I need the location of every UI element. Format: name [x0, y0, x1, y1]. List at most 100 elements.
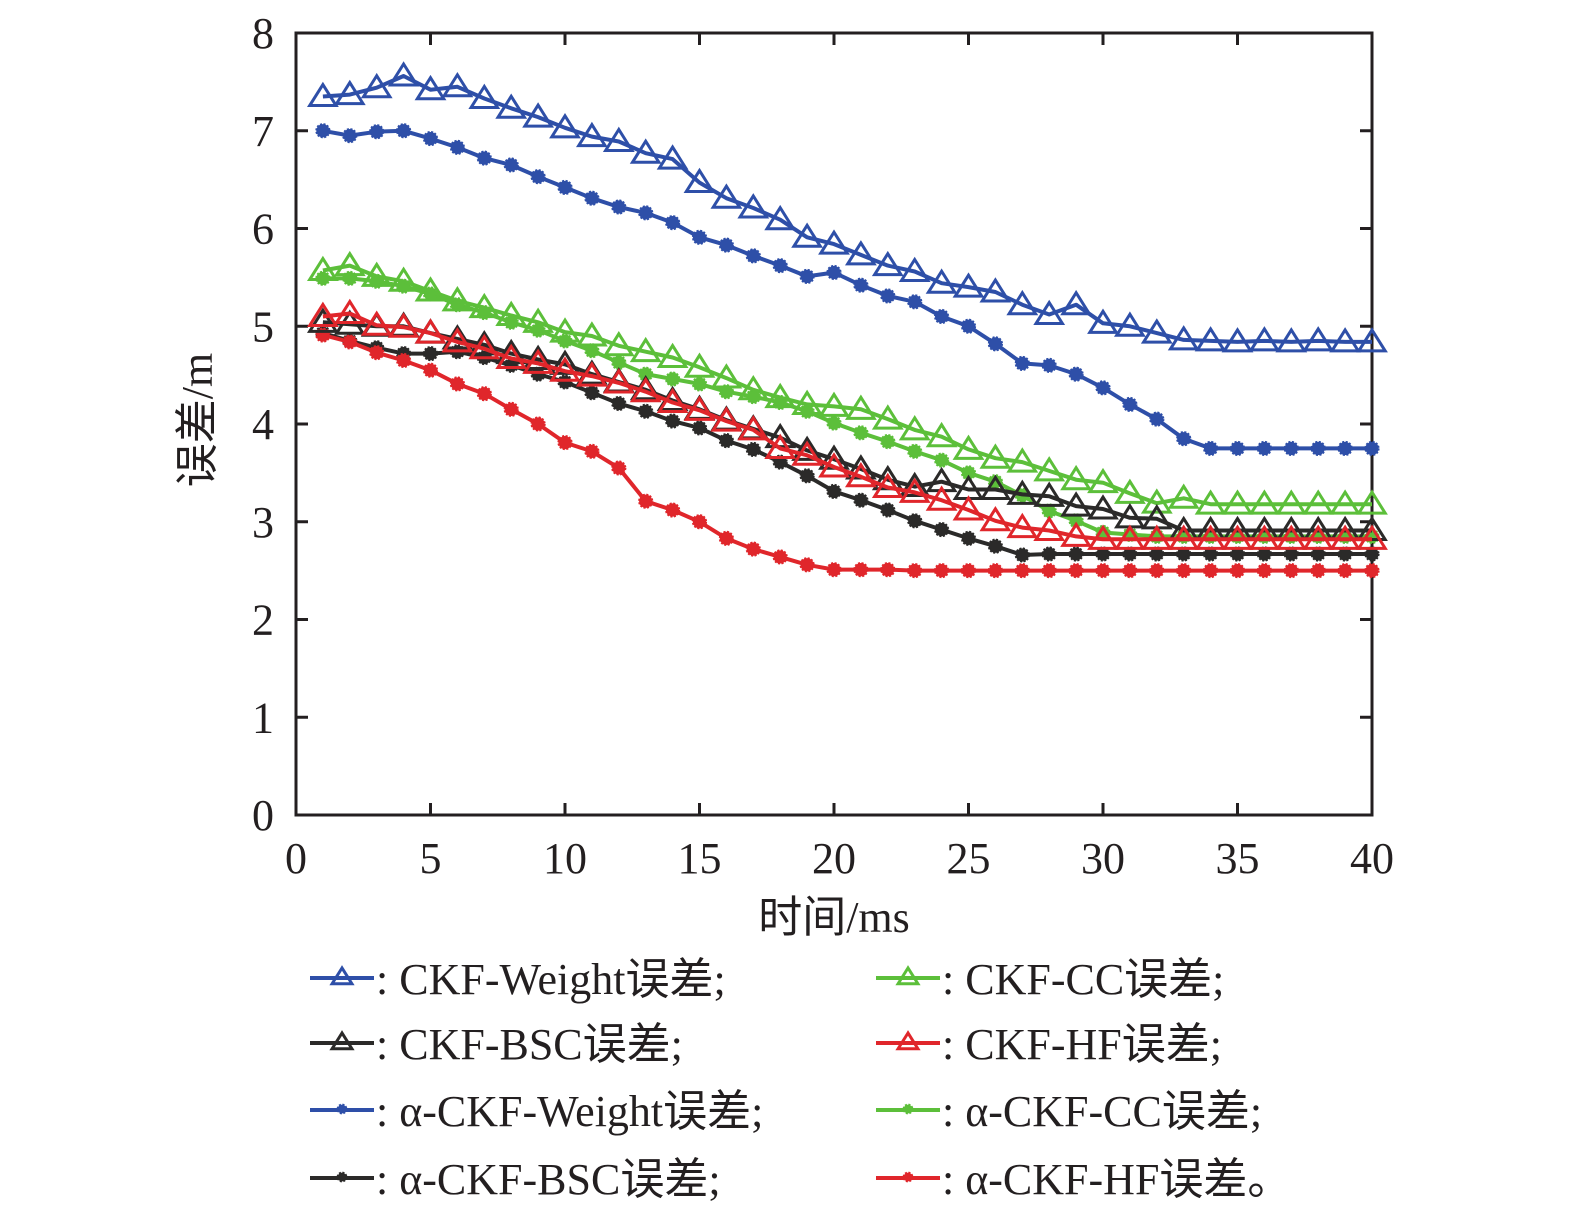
dot-marker: [987, 563, 1004, 579]
triangle-marker: [656, 342, 689, 369]
triangle-marker: [522, 344, 555, 370]
triangle-marker: [710, 363, 743, 389]
triangle-marker: [360, 261, 393, 287]
triangle-marker: [333, 79, 366, 106]
dot-marker: [611, 460, 627, 476]
triangle-marker: [979, 277, 1012, 303]
dot-marker: [611, 395, 627, 412]
triangle-marker: [737, 374, 770, 401]
dot-marker: [1256, 440, 1273, 457]
dot-marker: [611, 199, 627, 215]
dot-marker: [530, 169, 546, 185]
series-line: [322, 320, 1372, 533]
legend-item: : CKF-CC误差;: [876, 955, 1224, 1004]
dot-marker: [638, 493, 654, 509]
triangle-marker: [333, 298, 366, 325]
dot-marker: [960, 318, 977, 334]
dot-marker: [1149, 411, 1165, 427]
triangle-marker: [1033, 299, 1066, 326]
series-layer: [306, 61, 1388, 579]
series-α-CKF-HF误差: [315, 327, 1380, 579]
triangle-marker: [1221, 327, 1254, 353]
triangle-marker: [387, 266, 420, 292]
triangle-marker: [871, 472, 904, 499]
dot-marker: [934, 452, 950, 468]
dot-marker: [772, 549, 788, 565]
dot-marker: [476, 386, 492, 402]
triangle-marker: [925, 268, 958, 294]
triangle-marker: [468, 83, 501, 109]
series-α-CKF-Weight误差: [315, 123, 1380, 457]
triangle-marker: [306, 307, 339, 333]
y-tick-label: 7: [252, 107, 274, 156]
dot-marker: [476, 150, 492, 166]
legend-item: : CKF-Weight误差;: [310, 955, 726, 1004]
triangle-marker: [306, 81, 339, 108]
series-line: [322, 128, 1372, 451]
triangle-marker: [629, 138, 662, 164]
dot-marker: [1256, 546, 1273, 562]
legend-label: : α-CKF-CC误差;: [942, 1087, 1262, 1136]
dot-marker: [934, 563, 950, 579]
triangle-marker: [1006, 479, 1039, 505]
dot-marker: [1122, 546, 1138, 562]
dot-marker: [638, 205, 654, 221]
legend-item: : α-CKF-HF误差。: [876, 1155, 1291, 1204]
dot-marker: [907, 294, 923, 310]
triangle-marker: [871, 250, 904, 277]
dot-marker: [826, 483, 842, 500]
x-tick-label: 0: [285, 834, 307, 883]
dot-marker: [1283, 563, 1299, 579]
dot-marker: [503, 401, 519, 417]
triangle-marker: [1087, 467, 1119, 494]
dot-marker: [1068, 513, 1084, 529]
dot-marker: [1203, 440, 1219, 457]
dot-marker: [342, 334, 358, 350]
series-α-CKF-BSC误差: [315, 325, 1380, 563]
triangle-marker: [414, 276, 447, 302]
dot-marker: [960, 465, 977, 481]
triangle-marker: [602, 368, 635, 394]
dot-marker: [1095, 524, 1111, 541]
triangle-marker: [1356, 327, 1388, 353]
triangle-marker: [495, 93, 528, 119]
dot-marker: [1229, 563, 1246, 579]
series-CKF-CC误差: [306, 250, 1388, 515]
triangle-marker: [979, 474, 1012, 500]
dot-marker: [691, 420, 708, 436]
triangle-marker: [737, 193, 770, 219]
dot-marker: [584, 385, 600, 401]
dot-marker: [691, 514, 708, 530]
dot-marker: [369, 124, 385, 140]
dot-marker: [584, 190, 600, 206]
dot-marker: [880, 433, 896, 450]
x-tick-label: 40: [1350, 834, 1394, 883]
dot-marker: [1149, 563, 1165, 579]
triangle-marker: [844, 461, 877, 488]
dot-marker: [853, 425, 869, 441]
dot-marker: [799, 557, 815, 573]
dot-marker: [826, 264, 842, 281]
triangle-marker: [441, 71, 474, 98]
dot-marker: [1310, 440, 1326, 457]
y-tick-label: 6: [252, 205, 274, 254]
dot-marker: [1203, 563, 1219, 579]
dot-marker: [772, 258, 788, 274]
dot-marker: [584, 443, 600, 459]
triangle-marker: [602, 126, 635, 153]
triangle-marker: [818, 452, 850, 478]
series-line: [322, 311, 1372, 542]
triangle-marker: [441, 327, 474, 353]
dot-marker: [902, 1171, 914, 1183]
legend-item: : α-CKF-Weight误差;: [310, 1087, 763, 1136]
triangle-marker: [1140, 488, 1173, 514]
legend-item: : CKF-BSC误差;: [310, 1020, 683, 1069]
dot-marker: [315, 123, 331, 139]
series-line: [322, 74, 1372, 344]
triangle-marker: [871, 404, 904, 430]
dot-marker: [1068, 563, 1084, 579]
triangle-marker: [575, 361, 608, 387]
y-axis-ticks: 0 1 2 3 4 5 6 7 8: [252, 9, 1372, 840]
triangle-marker: [441, 286, 474, 312]
triangle-marker: [360, 310, 393, 336]
